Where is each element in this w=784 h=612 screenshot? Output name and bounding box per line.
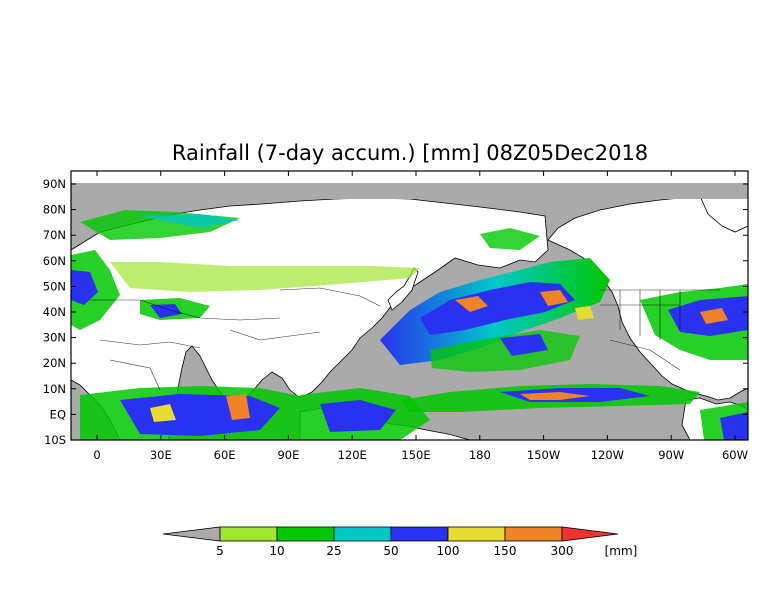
lat-label: 30N xyxy=(43,331,66,345)
lon-label: 90E xyxy=(277,448,299,462)
lon-label: 90W xyxy=(658,448,684,462)
lat-label: 20N xyxy=(43,356,66,370)
europe-heavy-rain xyxy=(71,270,98,305)
lat-label: 10N xyxy=(43,382,66,396)
greenland-land xyxy=(699,189,748,233)
legend-label: 10 xyxy=(269,544,284,558)
lat-label: 60N xyxy=(43,254,66,268)
legend-bin xyxy=(162,526,221,542)
lat-label: 50N xyxy=(43,279,66,293)
north-pacific-peak-2 xyxy=(540,290,568,306)
maritime-continent-heavy xyxy=(320,400,396,432)
arctic-no-rain xyxy=(71,183,748,199)
legend-bin xyxy=(504,526,563,542)
map-title: Rainfall (7-day accum.) [mm] 08Z05Dec201… xyxy=(172,141,648,165)
alaska-rain xyxy=(480,228,540,250)
lat-label: 40N xyxy=(43,305,66,319)
lon-label: 0 xyxy=(93,448,100,462)
country-borders xyxy=(90,287,720,391)
lat-label: EQ xyxy=(50,407,66,421)
eastern-us-peak xyxy=(700,308,728,324)
color-legend: 5 10 25 50 100 150 300 [mm] xyxy=(162,526,638,558)
longitude-axis: 0 30E 60E 90E 120E 150E 180 150W 120W 90W 60W xyxy=(93,171,748,462)
subtropical-pacific-heavy xyxy=(500,334,548,356)
map-frame xyxy=(70,170,749,441)
legend-bin xyxy=(390,526,449,542)
lat-label: 10S xyxy=(44,433,66,447)
siberia-light-rain xyxy=(110,262,420,292)
lon-label: 60E xyxy=(214,448,236,462)
legend-label: 100 xyxy=(437,544,460,558)
itcz-peak xyxy=(520,392,590,400)
lat-label: 90N xyxy=(43,177,66,191)
legend-label: 25 xyxy=(326,544,341,558)
south-america-heavy xyxy=(720,412,748,440)
latitude-axis: 90N 80N 70N 60N 50N 40N 30N 20N 10N EQ 10S xyxy=(43,177,748,447)
map-area xyxy=(71,183,748,440)
lon-label: 180 xyxy=(469,448,491,462)
lon-label: 30E xyxy=(150,448,172,462)
lat-label: 80N xyxy=(43,203,66,217)
lon-label: 120W xyxy=(591,448,624,462)
arctic-rain-light xyxy=(140,214,240,228)
legend-unit: [mm] xyxy=(605,544,638,558)
precipitation-field xyxy=(71,210,748,440)
lat-label: 70N xyxy=(43,228,66,242)
indian-ocean-peak-2 xyxy=(150,404,176,422)
legend-label: 150 xyxy=(494,544,517,558)
legend-label: 5 xyxy=(216,544,224,558)
north-pacific-peak-1 xyxy=(455,296,488,312)
legend-bin xyxy=(447,526,506,542)
indian-ocean-heavy xyxy=(120,394,280,436)
lon-label: 150W xyxy=(527,448,560,462)
legend-bin xyxy=(561,526,619,542)
north-pacific-peak-3 xyxy=(575,306,594,320)
legend-bin xyxy=(333,526,392,542)
lon-label: 150E xyxy=(401,448,430,462)
turkey-rain xyxy=(150,304,182,318)
legend-bin xyxy=(219,526,278,542)
legend-label: 50 xyxy=(383,544,398,558)
legend-label: 300 xyxy=(551,544,574,558)
legend-bin xyxy=(276,526,335,542)
lon-label: 60W xyxy=(722,448,748,462)
lon-label: 120E xyxy=(338,448,367,462)
north-pacific-heavy xyxy=(420,282,575,335)
indian-ocean-peak-1 xyxy=(226,394,250,420)
